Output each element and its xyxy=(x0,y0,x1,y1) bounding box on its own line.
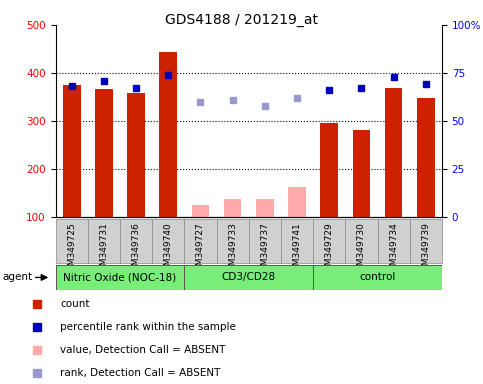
Text: GSM349731: GSM349731 xyxy=(99,222,108,277)
Text: GSM349741: GSM349741 xyxy=(293,222,301,277)
Text: value, Detection Call = ABSENT: value, Detection Call = ABSENT xyxy=(60,345,226,355)
FancyBboxPatch shape xyxy=(185,219,216,263)
Text: GSM349733: GSM349733 xyxy=(228,222,237,277)
Text: control: control xyxy=(359,272,396,283)
Bar xyxy=(63,85,81,217)
Bar xyxy=(353,130,370,217)
Bar xyxy=(95,89,113,217)
FancyBboxPatch shape xyxy=(56,265,185,290)
Text: count: count xyxy=(60,299,90,309)
Text: GSM349727: GSM349727 xyxy=(196,222,205,277)
FancyBboxPatch shape xyxy=(216,219,249,263)
FancyBboxPatch shape xyxy=(120,219,152,263)
FancyBboxPatch shape xyxy=(152,219,185,263)
FancyBboxPatch shape xyxy=(313,265,442,290)
FancyBboxPatch shape xyxy=(56,219,88,263)
Bar xyxy=(256,199,274,217)
Bar xyxy=(320,123,338,217)
Bar xyxy=(159,52,177,217)
Text: Nitric Oxide (NOC-18): Nitric Oxide (NOC-18) xyxy=(63,272,177,283)
Text: rank, Detection Call = ABSENT: rank, Detection Call = ABSENT xyxy=(60,368,221,378)
Text: GDS4188 / 201219_at: GDS4188 / 201219_at xyxy=(165,13,318,27)
Text: GSM349737: GSM349737 xyxy=(260,222,270,277)
FancyBboxPatch shape xyxy=(281,219,313,263)
Text: GSM349725: GSM349725 xyxy=(67,222,76,277)
Text: agent: agent xyxy=(2,272,32,283)
FancyBboxPatch shape xyxy=(313,219,345,263)
FancyBboxPatch shape xyxy=(345,219,378,263)
FancyBboxPatch shape xyxy=(88,219,120,263)
Bar xyxy=(385,88,402,217)
Bar xyxy=(127,93,145,217)
Text: GSM349740: GSM349740 xyxy=(164,222,173,277)
Text: GSM349729: GSM349729 xyxy=(325,222,334,277)
FancyBboxPatch shape xyxy=(410,219,442,263)
FancyBboxPatch shape xyxy=(378,219,410,263)
Text: GSM349739: GSM349739 xyxy=(421,222,430,277)
Text: GSM349734: GSM349734 xyxy=(389,222,398,277)
Bar xyxy=(417,98,435,217)
FancyBboxPatch shape xyxy=(249,219,281,263)
Text: GSM349736: GSM349736 xyxy=(131,222,141,277)
Text: percentile rank within the sample: percentile rank within the sample xyxy=(60,322,236,332)
Bar xyxy=(288,187,306,217)
FancyBboxPatch shape xyxy=(185,265,313,290)
Bar xyxy=(224,199,242,217)
Text: GSM349730: GSM349730 xyxy=(357,222,366,277)
Bar xyxy=(192,205,209,217)
Text: CD3/CD28: CD3/CD28 xyxy=(222,272,276,283)
